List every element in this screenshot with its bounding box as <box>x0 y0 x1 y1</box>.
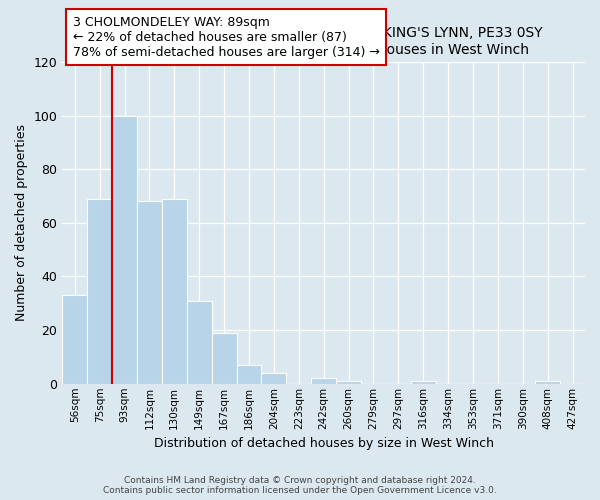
Bar <box>535 381 560 384</box>
Bar <box>112 116 137 384</box>
Bar <box>212 333 236 384</box>
Bar <box>411 381 436 384</box>
Title: 3, CHOLMONDELEY WAY, WEST WINCH, KING'S LYNN, PE33 0SY
Size of property relative: 3, CHOLMONDELEY WAY, WEST WINCH, KING'S … <box>105 26 542 56</box>
Bar <box>162 198 187 384</box>
Y-axis label: Number of detached properties: Number of detached properties <box>15 124 28 322</box>
Bar <box>137 202 162 384</box>
Bar <box>236 365 262 384</box>
Bar <box>62 295 87 384</box>
Bar <box>262 373 286 384</box>
Bar <box>336 381 361 384</box>
Text: Contains HM Land Registry data © Crown copyright and database right 2024.
Contai: Contains HM Land Registry data © Crown c… <box>103 476 497 495</box>
Text: 3 CHOLMONDELEY WAY: 89sqm
← 22% of detached houses are smaller (87)
78% of semi-: 3 CHOLMONDELEY WAY: 89sqm ← 22% of detac… <box>73 16 380 58</box>
Bar <box>87 198 112 384</box>
Bar <box>311 378 336 384</box>
Bar <box>187 300 212 384</box>
X-axis label: Distribution of detached houses by size in West Winch: Distribution of detached houses by size … <box>154 437 494 450</box>
